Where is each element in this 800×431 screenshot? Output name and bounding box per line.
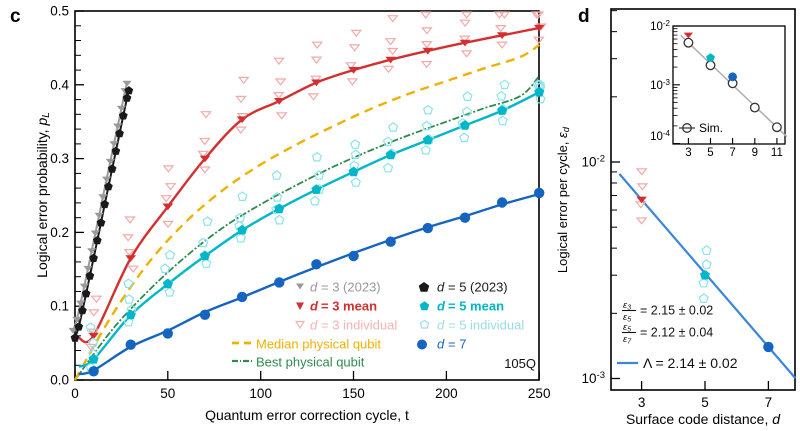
svg-text:11: 11 — [771, 147, 783, 159]
svg-text:0.5: 0.5 — [50, 4, 69, 19]
svg-text:d: d — [437, 318, 445, 333]
svg-text:= 3 mean: = 3 mean — [321, 299, 377, 314]
svg-text:= 2.15 ± 0.02: = 2.15 ± 0.02 — [640, 304, 713, 318]
svg-text:7: 7 — [765, 395, 773, 410]
svg-text:= 2.12 ± 0.04: = 2.12 ± 0.04 — [640, 326, 713, 340]
svg-text:250: 250 — [528, 386, 551, 401]
svg-text:200: 200 — [435, 386, 458, 401]
svg-text:0.3: 0.3 — [50, 151, 69, 166]
svg-text:0.4: 0.4 — [50, 77, 69, 92]
svg-text:7: 7 — [729, 147, 735, 159]
svg-text:50: 50 — [160, 386, 175, 401]
svg-text:= 5 individual: = 5 individual — [448, 318, 524, 333]
svg-text:= 7: = 7 — [448, 337, 466, 352]
svg-text:Best physical qubit: Best physical qubit — [256, 355, 365, 370]
svg-text:0: 0 — [71, 386, 79, 401]
svg-text:0.1: 0.1 — [50, 299, 69, 314]
svg-text:d: d — [437, 280, 445, 295]
svg-text:d: d — [578, 6, 590, 27]
svg-text:= 5 mean: = 5 mean — [448, 299, 504, 314]
svg-text:c: c — [10, 6, 21, 27]
svg-text:3: 3 — [685, 147, 691, 159]
svg-text:d: d — [437, 337, 445, 352]
svg-text:= 5 (2023): = 5 (2023) — [448, 280, 508, 295]
svg-text:5: 5 — [707, 147, 713, 159]
svg-text:d: d — [310, 280, 318, 295]
svg-text:5: 5 — [701, 395, 709, 410]
svg-text:100: 100 — [249, 386, 272, 401]
svg-text:= 3 individual: = 3 individual — [321, 318, 397, 333]
svg-text:150: 150 — [342, 386, 365, 401]
svg-text:Surface code distance, d: Surface code distance, d — [626, 411, 781, 427]
svg-text:3: 3 — [638, 395, 646, 410]
svg-text:Λ = 2.14 ± 0.02: Λ = 2.14 ± 0.02 — [643, 355, 738, 371]
svg-text:105Q: 105Q — [504, 356, 536, 371]
svg-text:d: d — [437, 299, 446, 314]
svg-text:Quantum error correction cycle: Quantum error correction cycle, t — [205, 407, 409, 423]
svg-text:d: d — [310, 318, 318, 333]
svg-text:Logical error per cycle, εd: Logical error per cycle, εd — [555, 126, 572, 273]
svg-text:9: 9 — [752, 147, 758, 159]
svg-text:0.0: 0.0 — [50, 373, 69, 388]
svg-text:Median physical qubit: Median physical qubit — [256, 337, 381, 352]
svg-text:0.2: 0.2 — [50, 225, 69, 240]
svg-text:d: d — [310, 299, 319, 314]
svg-text:Logical error probability, pL: Logical error probability, pL — [34, 112, 52, 278]
svg-text:Sim.: Sim. — [699, 121, 723, 135]
svg-text:= 3 (2023): = 3 (2023) — [321, 280, 381, 295]
